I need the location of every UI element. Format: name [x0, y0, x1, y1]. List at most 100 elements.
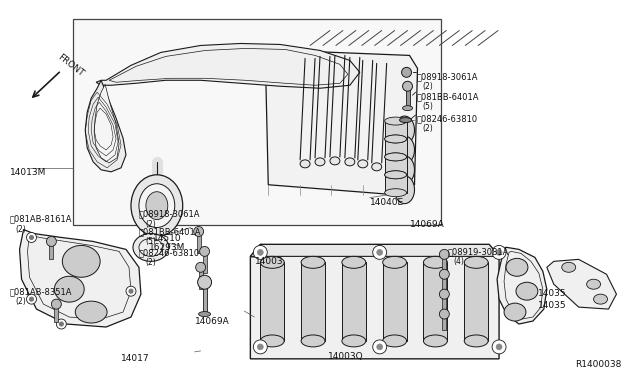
Circle shape	[440, 309, 449, 319]
Ellipse shape	[395, 156, 415, 184]
Bar	[342, 262, 366, 341]
Bar	[301, 262, 325, 341]
Polygon shape	[250, 244, 499, 256]
Ellipse shape	[424, 256, 447, 268]
Circle shape	[29, 235, 33, 240]
Circle shape	[372, 246, 387, 259]
Circle shape	[47, 237, 56, 246]
Circle shape	[372, 340, 387, 354]
Ellipse shape	[139, 238, 163, 256]
Ellipse shape	[593, 294, 607, 304]
Text: Ⓑ081BB-6401A: Ⓑ081BB-6401A	[139, 228, 202, 237]
Ellipse shape	[562, 262, 575, 272]
Text: Ⓑ081AB-8351A: Ⓑ081AB-8351A	[10, 287, 72, 296]
Ellipse shape	[198, 312, 211, 317]
Circle shape	[60, 322, 63, 326]
Text: FRONT: FRONT	[56, 52, 86, 78]
Bar	[203, 284, 207, 312]
Text: (2): (2)	[145, 219, 156, 228]
Text: Ⓢ08246-63810: Ⓢ08246-63810	[139, 248, 200, 257]
Circle shape	[129, 289, 133, 293]
Ellipse shape	[342, 335, 366, 347]
Polygon shape	[20, 230, 141, 327]
Ellipse shape	[301, 335, 325, 347]
Circle shape	[194, 227, 204, 237]
Text: 14003Q: 14003Q	[328, 352, 364, 361]
Text: Ⓢ08246-63810: Ⓢ08246-63810	[417, 114, 477, 123]
Bar	[442, 274, 446, 290]
Text: Ⓝ08918-3061A: Ⓝ08918-3061A	[417, 72, 478, 81]
Text: 14069A: 14069A	[410, 219, 444, 228]
Text: (4): (4)	[453, 257, 464, 266]
Ellipse shape	[300, 160, 310, 168]
Circle shape	[126, 286, 136, 296]
Circle shape	[257, 344, 263, 350]
Ellipse shape	[464, 335, 488, 347]
Ellipse shape	[506, 259, 528, 276]
Ellipse shape	[385, 171, 406, 179]
Bar	[383, 262, 406, 341]
Text: (5): (5)	[422, 102, 433, 111]
Bar	[424, 262, 447, 341]
Text: 14017: 14017	[121, 354, 150, 363]
Circle shape	[56, 319, 67, 329]
Ellipse shape	[76, 301, 107, 323]
Text: (5): (5)	[145, 237, 156, 247]
Text: (2): (2)	[422, 82, 433, 91]
Ellipse shape	[385, 135, 406, 143]
Bar	[54, 304, 58, 322]
Text: (2): (2)	[145, 259, 156, 267]
Ellipse shape	[330, 157, 340, 165]
Text: Ⓑ081BB-6401A: Ⓑ081BB-6401A	[417, 92, 479, 101]
Ellipse shape	[385, 171, 406, 179]
Bar	[385, 121, 406, 139]
Bar	[442, 254, 446, 270]
Ellipse shape	[516, 282, 538, 300]
Ellipse shape	[395, 116, 415, 144]
Polygon shape	[547, 259, 616, 309]
Ellipse shape	[133, 234, 169, 262]
Ellipse shape	[383, 335, 406, 347]
Circle shape	[440, 269, 449, 279]
Circle shape	[440, 289, 449, 299]
Text: 14069A: 14069A	[195, 317, 229, 326]
Text: Ⓝ08918-3061A: Ⓝ08918-3061A	[139, 209, 200, 219]
Text: Ⓑ081AB-8161A: Ⓑ081AB-8161A	[10, 215, 72, 224]
Circle shape	[492, 340, 506, 354]
Ellipse shape	[345, 158, 355, 166]
Ellipse shape	[464, 256, 488, 268]
Ellipse shape	[395, 176, 415, 203]
Ellipse shape	[301, 256, 325, 268]
Circle shape	[26, 294, 36, 304]
Ellipse shape	[385, 117, 406, 125]
Text: 14013M: 14013M	[10, 168, 46, 177]
Ellipse shape	[358, 160, 368, 168]
Text: 14510: 14510	[153, 234, 182, 244]
Circle shape	[377, 344, 383, 350]
Ellipse shape	[403, 106, 413, 110]
Circle shape	[26, 232, 36, 243]
Ellipse shape	[504, 303, 526, 321]
Polygon shape	[266, 51, 417, 195]
Ellipse shape	[383, 256, 406, 268]
Bar	[385, 139, 406, 157]
Bar	[442, 314, 446, 330]
Bar	[203, 251, 207, 273]
Text: 14035: 14035	[538, 301, 566, 310]
Bar	[49, 241, 53, 259]
Bar	[464, 262, 488, 341]
Ellipse shape	[315, 158, 325, 166]
Circle shape	[257, 249, 263, 255]
Ellipse shape	[385, 189, 406, 197]
Bar	[73, 19, 442, 225]
Circle shape	[401, 67, 412, 77]
Text: (2): (2)	[15, 297, 26, 306]
Circle shape	[253, 246, 268, 259]
Text: (2): (2)	[422, 124, 433, 133]
Ellipse shape	[395, 136, 415, 164]
Polygon shape	[85, 80, 126, 172]
Bar	[406, 86, 410, 108]
Bar	[196, 231, 200, 253]
Polygon shape	[497, 247, 547, 324]
Circle shape	[29, 297, 33, 301]
